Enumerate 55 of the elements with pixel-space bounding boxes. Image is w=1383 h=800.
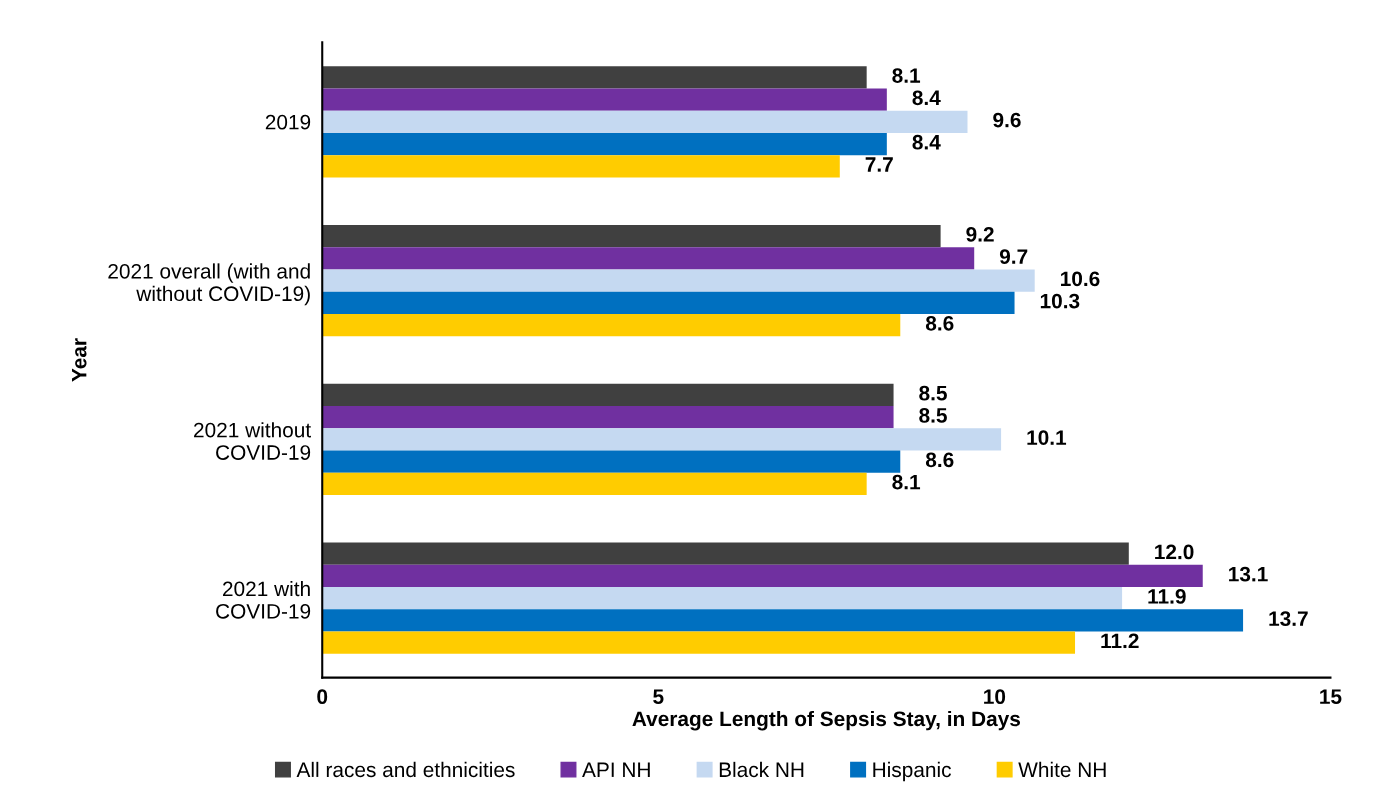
- y-tick-label: 2021 without COVID-19: [194, 422, 311, 460]
- bar: [322, 587, 1123, 610]
- data-label: 13.1: [1229, 566, 1268, 582]
- x-tick-label: 15: [1320, 689, 1342, 705]
- bar: [322, 609, 1244, 632]
- bar: [322, 155, 840, 178]
- bar: [322, 450, 901, 473]
- data-label: 13.7: [1269, 611, 1308, 627]
- x-tick-label: 5: [653, 689, 664, 705]
- bar: [322, 247, 975, 270]
- data-label: 8.6: [925, 452, 954, 468]
- x-axis-title: Average Length of Sepsis Stay, in Days: [632, 710, 1021, 731]
- data-label: 8.1: [892, 68, 921, 83]
- y-axis-title: Year: [71, 338, 87, 382]
- data-label: 7.7: [865, 157, 893, 172]
- data-label: 8.4: [912, 90, 941, 106]
- data-label: 8.6: [925, 315, 954, 331]
- x-tick-label: 0: [317, 689, 328, 705]
- legend-label: All races and ethnicities: [296, 761, 515, 778]
- bar: [322, 406, 894, 429]
- bar: [322, 225, 941, 248]
- y-tick-label: 2019: [265, 114, 311, 130]
- data-label: 9.7: [999, 249, 1028, 264]
- bar: [322, 313, 901, 337]
- data-label: 8.5: [919, 408, 947, 423]
- legend-label: White NH: [1018, 761, 1106, 778]
- data-label: 9.6: [993, 112, 1021, 128]
- data-label: 11.2: [1101, 633, 1139, 649]
- bar: [322, 88, 887, 111]
- legend-label: API NH: [582, 762, 650, 777]
- data-label: 9.2: [966, 226, 994, 242]
- data-label: 8.5: [919, 385, 947, 401]
- x-tick-label: 10: [984, 689, 1006, 705]
- data-label: 10.6: [1061, 271, 1100, 287]
- legend-label: Black NH: [719, 761, 804, 778]
- legend-label: Hispanic: [873, 761, 951, 782]
- bar: [322, 110, 968, 133]
- data-label: 10.3: [1040, 293, 1080, 309]
- bar: [322, 66, 867, 89]
- y-tick-label: 2021 overall (with and without COVID-19): [108, 263, 310, 306]
- bar: [322, 383, 894, 407]
- data-label: 12.0: [1155, 544, 1194, 560]
- bar: [322, 269, 1035, 292]
- bar: [322, 472, 867, 495]
- data-label: 11.9: [1148, 589, 1186, 604]
- bar: [322, 564, 1203, 588]
- bar: [322, 542, 1129, 565]
- y-tick-label: 2021 with COVID-19: [216, 580, 311, 619]
- bar: [322, 631, 1076, 654]
- bar: [322, 291, 1015, 314]
- bar: [322, 132, 887, 156]
- bar: [322, 428, 1002, 451]
- data-label: 8.4: [912, 134, 941, 150]
- data-label: 10.1: [1027, 430, 1067, 445]
- data-label: 8.1: [892, 474, 921, 490]
